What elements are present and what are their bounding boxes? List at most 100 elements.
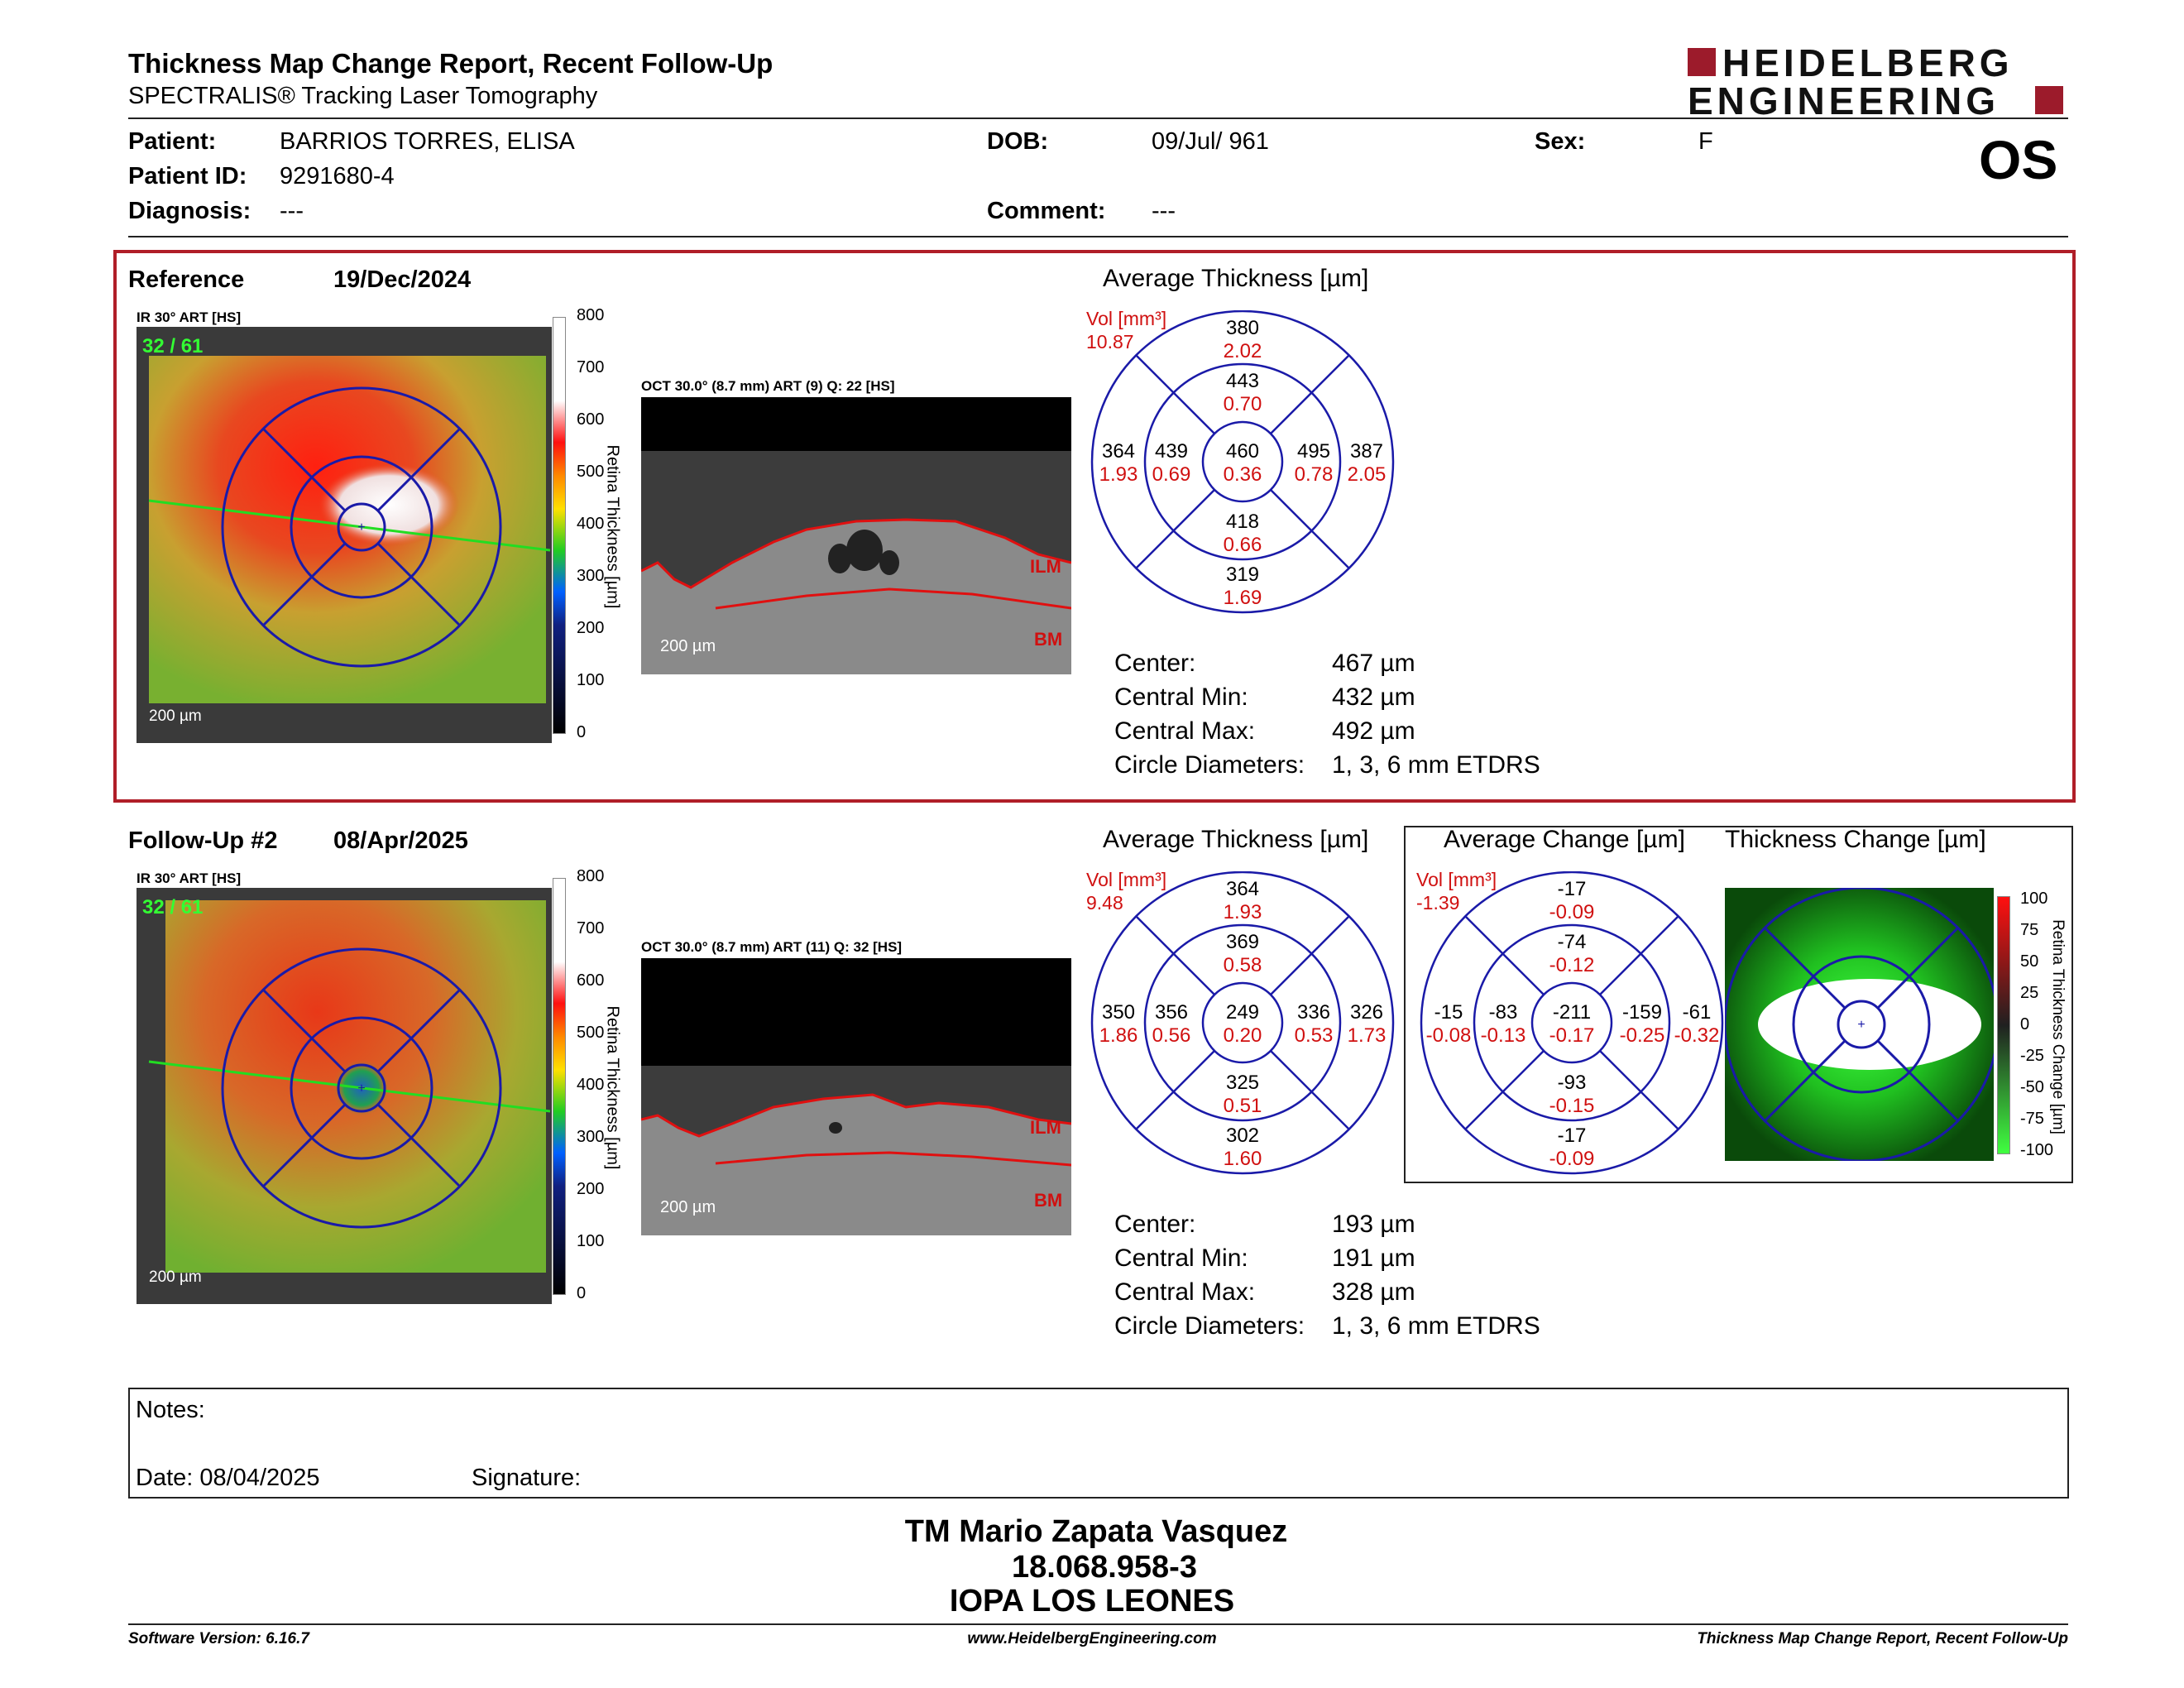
fu-tick: 100 [577,1232,605,1250]
ref-thickness-map: + [136,327,552,743]
fu-colorbar [553,878,566,1295]
ref-tick: 0 [577,723,587,741]
header-divider [128,117,2068,119]
reference-date: 19/Dec/2024 [333,266,472,293]
fu-tick: 700 [577,919,605,938]
ref-sector-right-outer: 387 2.05 [1347,440,1387,486]
notes-box [128,1388,2069,1499]
change-sector-right-inner: -159 -0.25 [1619,1001,1665,1047]
patient-id: 9291680-4 [280,163,395,189]
ref-sector-center: 460 0.36 [1223,440,1262,486]
tchange-tick: -50 [2020,1078,2044,1096]
ref-tick: 800 [577,306,605,324]
fu-avg-title: Average Thickness [µm] [1103,826,1369,853]
sex-value: F [1698,128,1713,155]
footer-software-version: Software Version: 6.16.7 [128,1630,309,1647]
scan-line [148,499,551,552]
fu-sector-left-outer: 350 1.86 [1099,1001,1138,1047]
ref-ir-tag: IR 30° ART [HS] [136,309,242,325]
ref-oct-bscan [641,397,1071,674]
fu-sector-top-outer: 364 1.93 [1223,878,1262,923]
ref-center-label: Center: [1114,650,1196,677]
diagnosis-label: Diagnosis: [128,198,251,224]
ref-avg-title: Average Thickness [µm] [1103,265,1369,292]
thickness-change-map: + [1725,888,1994,1161]
sex-label: Sex: [1535,128,1586,155]
fu-oct-tag: OCT 30.0° (8.7 mm) ART (11) Q: 32 [HS] [641,939,903,955]
fu-sector-bottom-outer: 302 1.60 [1223,1125,1262,1170]
fu-ir-tag: IR 30° ART [HS] [136,870,242,886]
ref-diam-value: 1, 3, 6 mm ETDRS [1332,751,1540,779]
change-region [1758,979,1981,1070]
ref-oct-scalebar: 200 µm [660,637,716,655]
dob-label: DOB: [987,128,1049,155]
tchange-tick: 0 [2020,1015,2030,1033]
change-vol-label: Vol [mm³] [1416,869,1497,890]
ref-max-value: 492 µm [1332,717,1415,745]
fovea-marker: + [357,1081,365,1096]
change-sector-left-outer: -15 -0.08 [1425,1001,1472,1047]
fu-min-value: 191 µm [1332,1244,1415,1272]
change-sector-bottom-outer: -17 -0.09 [1549,1125,1595,1170]
heidelberg-logo: HEIDELBERG ENGINEERING [1688,41,2068,122]
fu-sector-left-inner: 356 0.56 [1152,1001,1191,1047]
ref-frame-counter: 32 / 61 [142,335,204,357]
tchange-ticks: 100 75 50 25 0 -25 -50 -75 -100 [2020,890,2057,1163]
ref-etdrs-chart [1090,310,1395,614]
fu-max-value: 328 µm [1332,1278,1415,1306]
comment-value: --- [1152,198,1176,224]
ref-ilm-label: ILM [1030,556,1061,577]
footer-divider [128,1623,2068,1625]
ref-sector-bottom-outer: 319 1.69 [1223,563,1262,609]
logo-line2: ENGINEERING [1688,79,2000,122]
ref-colorbar-ticks: 800 700 600 500 400 300 200 100 0 [577,306,610,745]
ref-colorbar-label: Retina Thickness [µm] [603,444,622,609]
fu-max-label: Central Max: [1114,1278,1256,1306]
reference-section [113,250,2076,803]
report-subtitle: SPECTRALIS® Tracking Laser Tomography [128,83,598,109]
tchange-tick: -25 [2020,1047,2044,1065]
ref-sector-left-inner: 439 0.69 [1152,440,1191,486]
reference-label: Reference [128,266,245,293]
change-title: Average Change [µm] [1444,826,1685,853]
tchange-colorbar-label: Retina Thickness Change [µm] [2049,919,2067,1134]
tchange-colorbar [1997,896,2010,1154]
eye-indicator: OS [1979,129,2058,190]
tchange-tick: 25 [2020,984,2039,1002]
notes-label: Notes: [136,1397,205,1423]
fu-oct-scalebar: 200 µm [660,1198,716,1216]
etdrs-grid [221,386,502,668]
fu-vol-label: Vol [mm³] [1086,869,1167,890]
tchange-tick: -75 [2020,1110,2044,1128]
ref-oct-tag: OCT 30.0° (8.7 mm) ART (9) Q: 22 [HS] [641,378,895,394]
fu-colorbar-ticks: 800 700 600 500 400 300 200 100 0 [577,867,610,1306]
ref-sector-right-inner: 495 0.78 [1294,440,1334,486]
fu-diam-value: 1, 3, 6 mm ETDRS [1332,1312,1540,1340]
fu-frame-counter: 32 / 61 [142,896,204,918]
ref-ir-scalebar: 200 µm [149,707,202,725]
ilm-line [641,518,1071,589]
ref-tick: 500 [577,463,605,481]
fu-tick: 300 [577,1128,605,1146]
fu-etdrs-chart [1090,871,1395,1175]
footer-website: www.HeidelbergEngineering.com [967,1630,1217,1647]
bm-line [715,1151,1071,1167]
tchange-tick: 100 [2020,890,2048,908]
fu-colorbar-label: Retina Thickness [µm] [603,1005,622,1170]
fu-sector-right-outer: 326 1.73 [1347,1001,1387,1047]
comment-label: Comment: [987,198,1106,224]
logo-line1: HEIDELBERG [1722,41,2014,84]
bm-line [715,587,1071,610]
ref-min-value: 432 µm [1332,683,1415,711]
report-title: Thickness Map Change Report, Recent Foll… [128,48,774,79]
fu-tick: 500 [577,1024,605,1042]
fu-bm-label: BM [1034,1190,1063,1211]
tchange-tick: 75 [2020,921,2039,939]
fu-tick: 800 [577,867,605,885]
scan-line [148,1060,551,1113]
change-sector-top-outer: -17 -0.09 [1549,878,1595,923]
logo-square-bottom [2035,86,2063,114]
ref-tick: 600 [577,410,605,429]
patient-divider [128,236,2068,237]
ref-center-value: 467 µm [1332,650,1415,677]
